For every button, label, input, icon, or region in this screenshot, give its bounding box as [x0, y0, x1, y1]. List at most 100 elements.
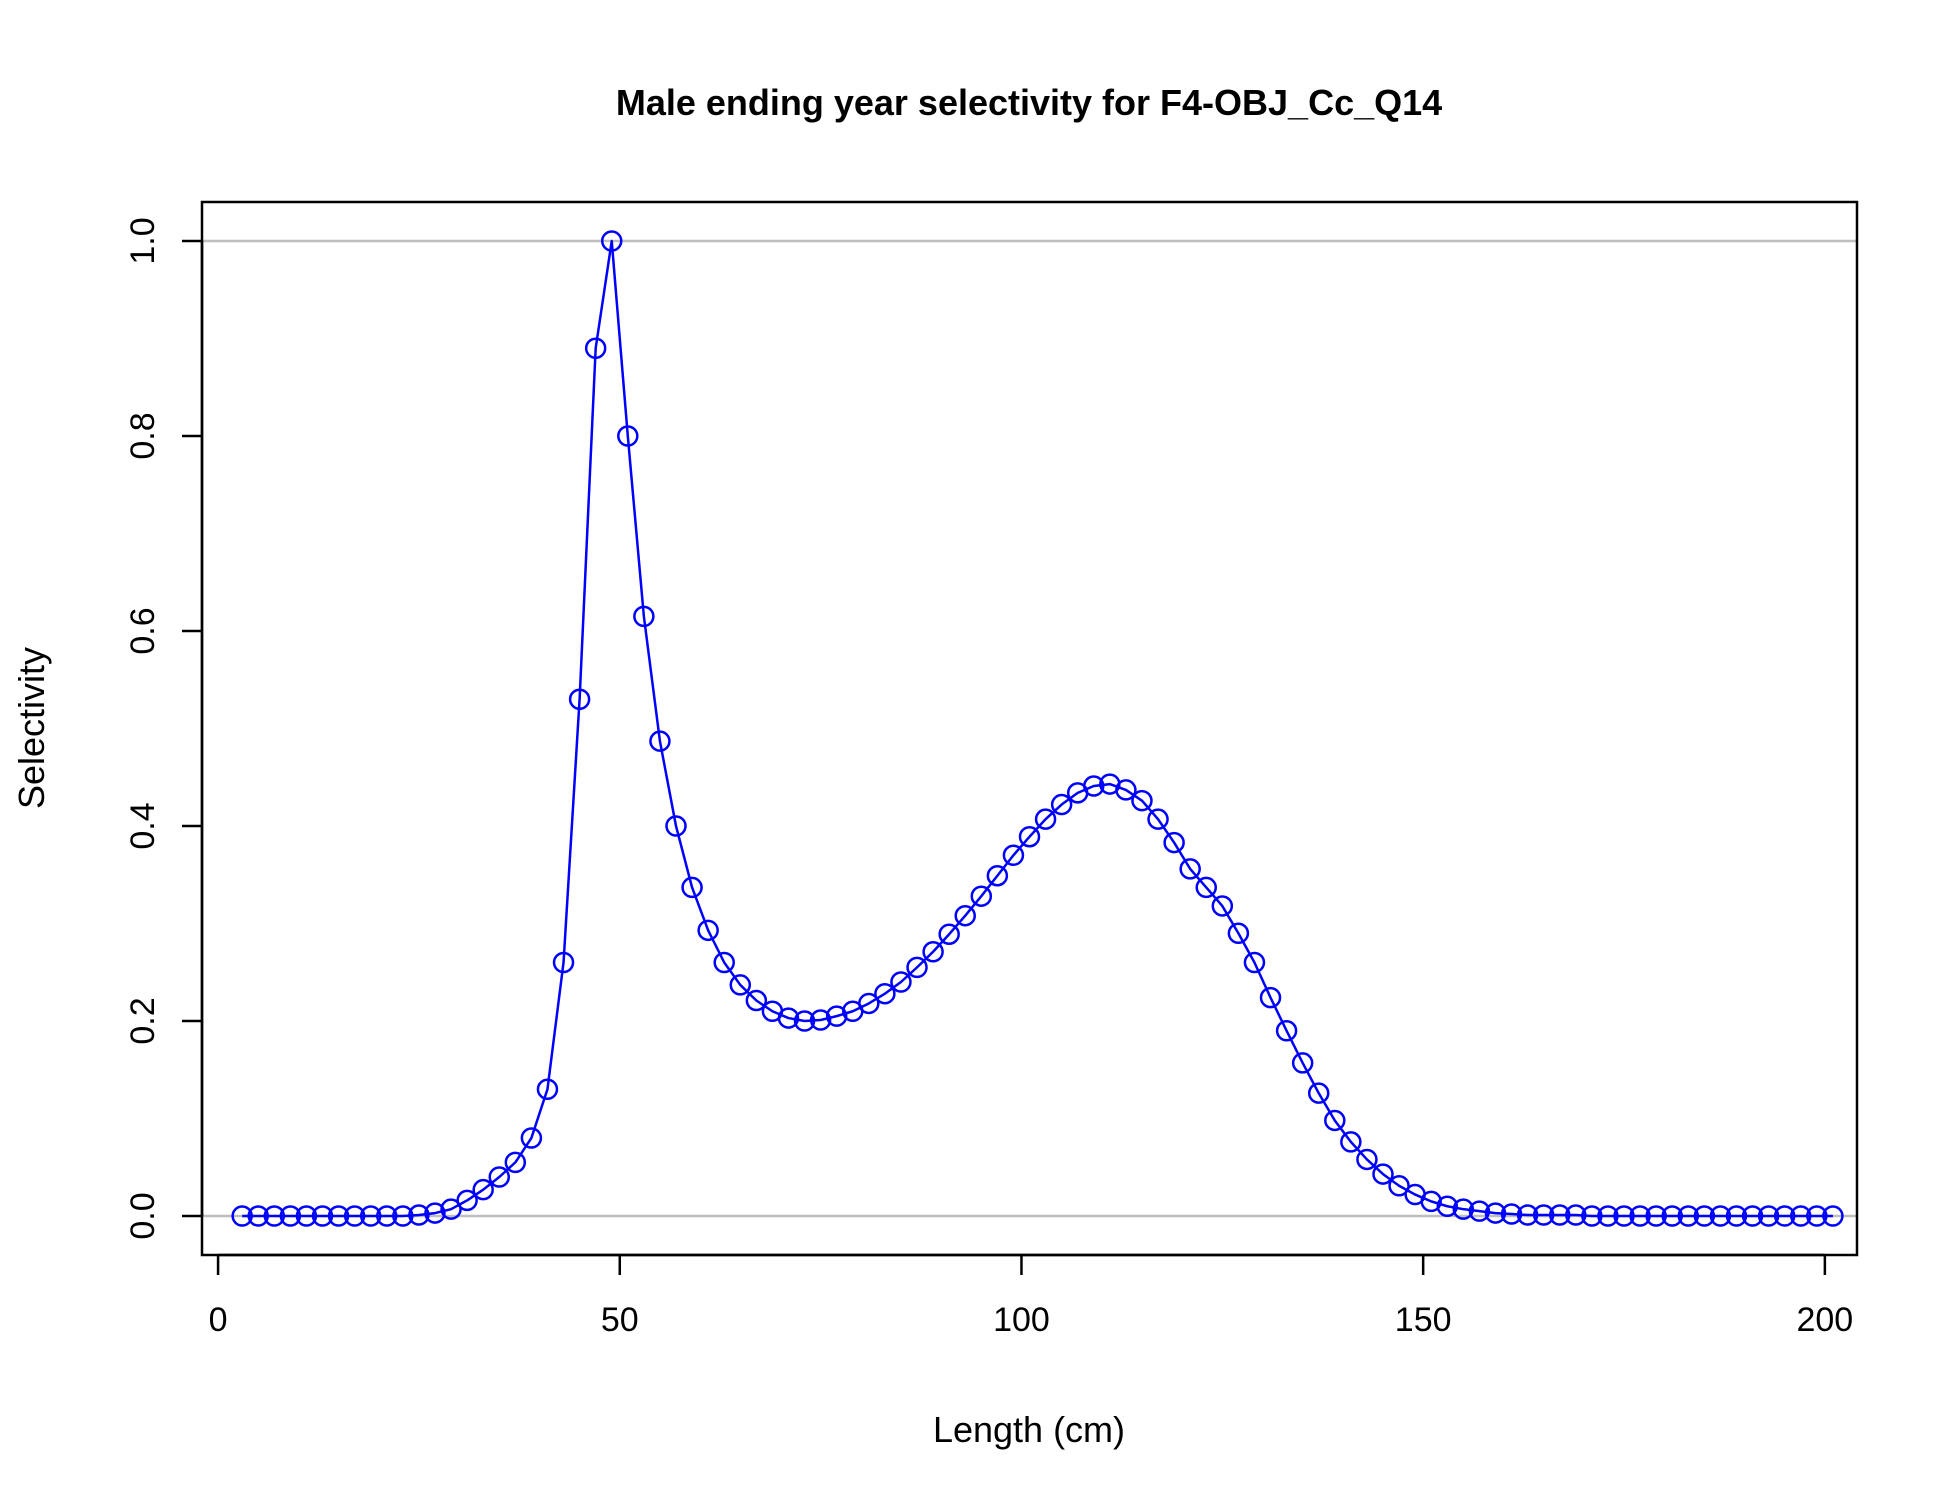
data-point [970, 885, 993, 907]
data-point [279, 1205, 302, 1227]
data-point [745, 989, 768, 1012]
data-point [890, 971, 912, 993]
data-point [584, 337, 607, 359]
data-point [633, 605, 655, 628]
data-point [1597, 1205, 1619, 1227]
data-point [906, 956, 928, 979]
x-tick-label: 150 [1395, 1301, 1452, 1339]
data-point [327, 1205, 350, 1227]
data-point [1484, 1202, 1507, 1224]
data-point [1613, 1205, 1635, 1227]
y-tick-label: 1.0 [124, 217, 162, 264]
data-point [408, 1204, 430, 1226]
data-point [1661, 1205, 1683, 1227]
data-point [1741, 1205, 1764, 1227]
data-point [1532, 1204, 1555, 1226]
data-point [1340, 1131, 1362, 1153]
data-point [263, 1205, 286, 1227]
data-point [504, 1151, 527, 1174]
data-point [1725, 1205, 1748, 1227]
data-point [1693, 1205, 1716, 1227]
data-point [1548, 1204, 1571, 1226]
y-tick-label: 0.0 [124, 1192, 162, 1239]
data-point [617, 425, 639, 447]
data-point [600, 230, 623, 252]
data-point [874, 982, 896, 1005]
data-point [1002, 844, 1025, 866]
data-point [520, 1127, 543, 1149]
data-point [1388, 1175, 1410, 1197]
data-point [922, 941, 944, 963]
data-point [1581, 1205, 1603, 1227]
data-point [1034, 808, 1057, 830]
data-point [1050, 793, 1073, 816]
data-point [1565, 1204, 1587, 1226]
x-axis: 0 50 100 150 200 [209, 1253, 1853, 1339]
data-point [777, 1007, 800, 1029]
x-axis-label: Length (cm) [933, 1409, 1125, 1450]
data-point [825, 1005, 848, 1027]
y-tick-label: 0.8 [124, 412, 162, 459]
data-point [1195, 876, 1217, 899]
data-point [424, 1202, 446, 1224]
data-point [1629, 1205, 1651, 1227]
data-point [1500, 1203, 1523, 1225]
data-point [1822, 1205, 1844, 1227]
reference-lines [202, 239, 1857, 1218]
y-tick-label: 0.6 [124, 607, 162, 654]
x-tick-label: 50 [601, 1301, 639, 1339]
data-point [1115, 779, 1137, 801]
data-point [649, 730, 671, 752]
data-point [697, 919, 719, 942]
data-point [1083, 775, 1105, 797]
series-layer [231, 230, 1844, 1227]
data-point [938, 923, 960, 945]
data-point [1131, 789, 1153, 812]
y-tick-label: 0.2 [124, 997, 162, 1044]
data-point [1709, 1205, 1732, 1227]
data-point [1291, 1052, 1314, 1074]
data-point [456, 1189, 478, 1212]
data-point [552, 951, 575, 974]
x-tick-label: 100 [993, 1301, 1050, 1339]
series-line [242, 239, 1833, 1218]
data-point [1806, 1205, 1828, 1227]
plot-frame [200, 200, 1859, 1257]
data-point [472, 1178, 494, 1201]
data-point [1211, 895, 1234, 917]
data-point [954, 904, 976, 927]
data-point [1324, 1109, 1346, 1132]
data-point [1147, 808, 1169, 830]
data-point [1179, 858, 1201, 880]
x-tick-label: 0 [209, 1301, 228, 1339]
data-point [1773, 1205, 1796, 1227]
y-tick-label: 0.4 [124, 802, 162, 849]
data-point [1163, 831, 1185, 854]
data-point [343, 1205, 366, 1227]
data-point [793, 1010, 816, 1032]
data-point [1259, 986, 1282, 1009]
data-point [1275, 1020, 1298, 1042]
data-point [1436, 1195, 1459, 1217]
y-axis: 0.0 0.2 0.4 0.6 0.8 1.0 [124, 217, 204, 1240]
data-point [1243, 951, 1266, 974]
data-point [247, 1205, 269, 1227]
data-point [1757, 1205, 1780, 1227]
data-point [488, 1166, 511, 1188]
data-point [1018, 825, 1041, 848]
data-point [729, 974, 752, 996]
data-point [1356, 1148, 1378, 1171]
data-point [1307, 1082, 1330, 1104]
x-tick-label: 200 [1796, 1301, 1853, 1339]
data-point [681, 876, 703, 899]
data-point [295, 1205, 318, 1227]
y-axis-label: Selectivity [11, 647, 52, 809]
data-point [858, 992, 880, 1015]
data-point [1452, 1198, 1475, 1220]
data-point [713, 951, 735, 974]
data-point [536, 1078, 559, 1100]
data-point [1645, 1205, 1667, 1227]
data-point [392, 1205, 414, 1227]
data-point [440, 1198, 462, 1220]
